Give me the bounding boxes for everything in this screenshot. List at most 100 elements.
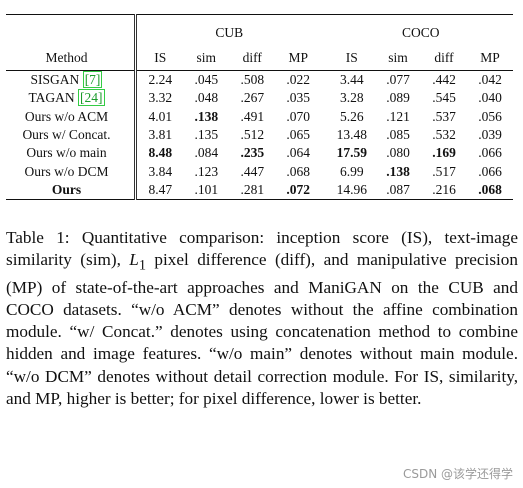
coco-value-cell: 3.28 — [339, 90, 364, 106]
group-header-row: CUB COCO — [6, 14, 513, 45]
method-cell: Ours w/o main — [6, 144, 127, 162]
citation-link[interactable]: [7] — [82, 71, 103, 89]
caption-text-2: pixel difference (diff), and manipulativ… — [6, 250, 518, 408]
coco-value-cell: .077 — [386, 72, 410, 88]
cub-value-cell: 3.81 — [134, 125, 184, 145]
coco-value-cell: .121 — [386, 108, 410, 124]
coco-value-cell: .066 — [478, 163, 502, 179]
cub-value-cell: .045 — [194, 72, 219, 88]
table-caption: Table 1: Quantitative comparison: incept… — [6, 227, 518, 410]
cub-value-cell: .064 — [286, 145, 311, 161]
caption-label: Table 1: — [6, 228, 70, 247]
cub-value-cell: .035 — [286, 90, 311, 106]
cub-value-cell: 3.32 — [134, 89, 184, 108]
coco-value-cell: .087 — [375, 180, 422, 201]
table-row: Ours w/o ACM 4.01 .138 .491 .070 5.26 .121 .537… — [6, 107, 513, 126]
caption-l1-sub: 1 — [138, 257, 147, 274]
coco-value-cell: 5.26 — [339, 108, 364, 124]
caption-l1-var: L — [129, 250, 139, 270]
cub-value-cell: .267 — [240, 90, 265, 106]
coco-value-cell: .040 — [478, 90, 502, 106]
coco-value-cell: .169 — [432, 145, 456, 161]
csdn-watermark: CSDN @该学还得学 — [402, 467, 513, 481]
table-row: Ours 8.47.101.281.072 14.96.087.216.068 — [6, 180, 513, 201]
caption-text-1: Quantitative comparison: inception score… — [6, 228, 518, 270]
coco-value-cell: .066 — [478, 145, 502, 161]
cub-value-cell: .048 — [194, 90, 219, 106]
citation-link[interactable]: [24] — [78, 89, 105, 107]
table-row: Ours w/ Concat. 3.81 .135 .512 .065 13.48 .085… — [6, 125, 513, 145]
method-name: Ours w/o ACM — [24, 108, 109, 124]
cub-value-cell: .508 — [240, 72, 265, 88]
coco-value-cell: .216 — [421, 180, 467, 201]
cub-value-cell: .101 — [183, 180, 230, 201]
method-cell: TAGAN [24] — [6, 89, 127, 107]
cub-value-cell: .491 — [240, 108, 265, 124]
results-table: CUB COCO Method IS sim diff MP IS sim di… — [6, 14, 513, 201]
cub-value-cell: .512 — [240, 127, 265, 143]
coco-value-cell: .545 — [432, 90, 456, 106]
coco-value-cell: 3.44 — [339, 72, 364, 88]
coco-value-cell: .068 — [467, 180, 513, 201]
method-cell: Ours w/o ACM — [6, 108, 127, 126]
cub-value-cell: .065 — [286, 127, 311, 143]
method-cell: SISGAN [7] — [6, 71, 127, 90]
coco-value-cell: .056 — [478, 108, 502, 124]
table-row: Ours w/o DCM 3.84 .123 .447 .068 6.99 .138 .517… — [6, 162, 513, 181]
coco-diff-header: diff — [421, 45, 467, 71]
cub-value-cell: 8.47 — [134, 180, 184, 201]
method-header: Method — [6, 45, 127, 71]
cub-value-cell: .281 — [229, 180, 276, 201]
results-table-container: CUB COCO Method IS sim diff MP IS sim di… — [6, 14, 513, 201]
column-header-row: Method IS sim diff MP IS sim diff MP — [6, 45, 513, 71]
cub-value-cell: 8.48 — [134, 144, 184, 163]
coco-value-cell: .442 — [432, 72, 456, 88]
coco-sim-header: sim — [375, 45, 422, 71]
coco-value-cell: .085 — [386, 127, 410, 143]
method-name: Ours w/ Concat. — [22, 127, 111, 143]
table-row: Ours w/o main 8.48 .084 .235 .064 17.59 .080 .1… — [6, 144, 513, 163]
cub-value-cell: 4.01 — [134, 107, 184, 126]
cub-value-cell: .068 — [286, 163, 311, 179]
method-cell: Ours — [6, 180, 127, 201]
cub-sim-header: sim — [183, 45, 230, 71]
cub-value-cell: .084 — [194, 145, 219, 161]
cub-value-cell: .135 — [194, 127, 219, 143]
cub-value-cell: .072 — [275, 180, 322, 201]
coco-value-cell: .080 — [386, 145, 410, 161]
table-row: TAGAN [24] 3.32 .048 .267 .035 3.28 .089 .545 .0… — [6, 89, 513, 108]
method-name: Ours — [51, 181, 82, 197]
coco-value-cell: .042 — [478, 72, 502, 88]
coco-value-cell: .089 — [386, 90, 410, 106]
cub-value-cell: 3.84 — [134, 162, 184, 181]
method-name: SISGAN — [30, 72, 83, 88]
cub-value-cell: .070 — [286, 108, 311, 124]
coco-value-cell: .537 — [432, 108, 456, 124]
coco-mp-header: MP — [467, 45, 513, 71]
table-body: SISGAN [7] 2.24 .045 .508 .022 3.44 .077 .442 .0… — [6, 70, 513, 201]
coco-value-cell: 13.48 — [336, 127, 367, 143]
coco-value-cell: .532 — [432, 127, 456, 143]
cub-value-cell: .138 — [194, 108, 219, 124]
coco-value-cell: 17.59 — [336, 145, 367, 161]
group-header-coco: COCO — [328, 14, 513, 45]
method-cell: Ours w/ Concat. — [6, 126, 127, 144]
method-name: Ours w/o DCM — [24, 163, 109, 179]
group-header-cub: CUB — [134, 14, 322, 45]
cub-diff-header: diff — [229, 45, 276, 71]
cub-value-cell: .235 — [240, 145, 265, 161]
coco-value-cell: 6.99 — [339, 163, 364, 179]
method-name: Ours w/o main — [26, 145, 107, 161]
cub-value-cell: .022 — [286, 72, 311, 88]
cub-mp-header: MP — [275, 45, 322, 71]
method-cell: Ours w/o DCM — [6, 162, 127, 180]
coco-is-header: IS — [328, 45, 376, 71]
cub-value-cell: .123 — [194, 163, 219, 179]
coco-value-cell: 14.96 — [328, 180, 376, 201]
coco-value-cell: .039 — [478, 127, 502, 143]
table-row: SISGAN [7] 2.24 .045 .508 .022 3.44 .077 .442 .0… — [6, 70, 513, 90]
cub-value-cell: 2.24 — [134, 70, 184, 90]
method-name: TAGAN — [28, 90, 79, 106]
cub-value-cell: .447 — [240, 163, 265, 179]
coco-value-cell: .138 — [386, 163, 410, 179]
